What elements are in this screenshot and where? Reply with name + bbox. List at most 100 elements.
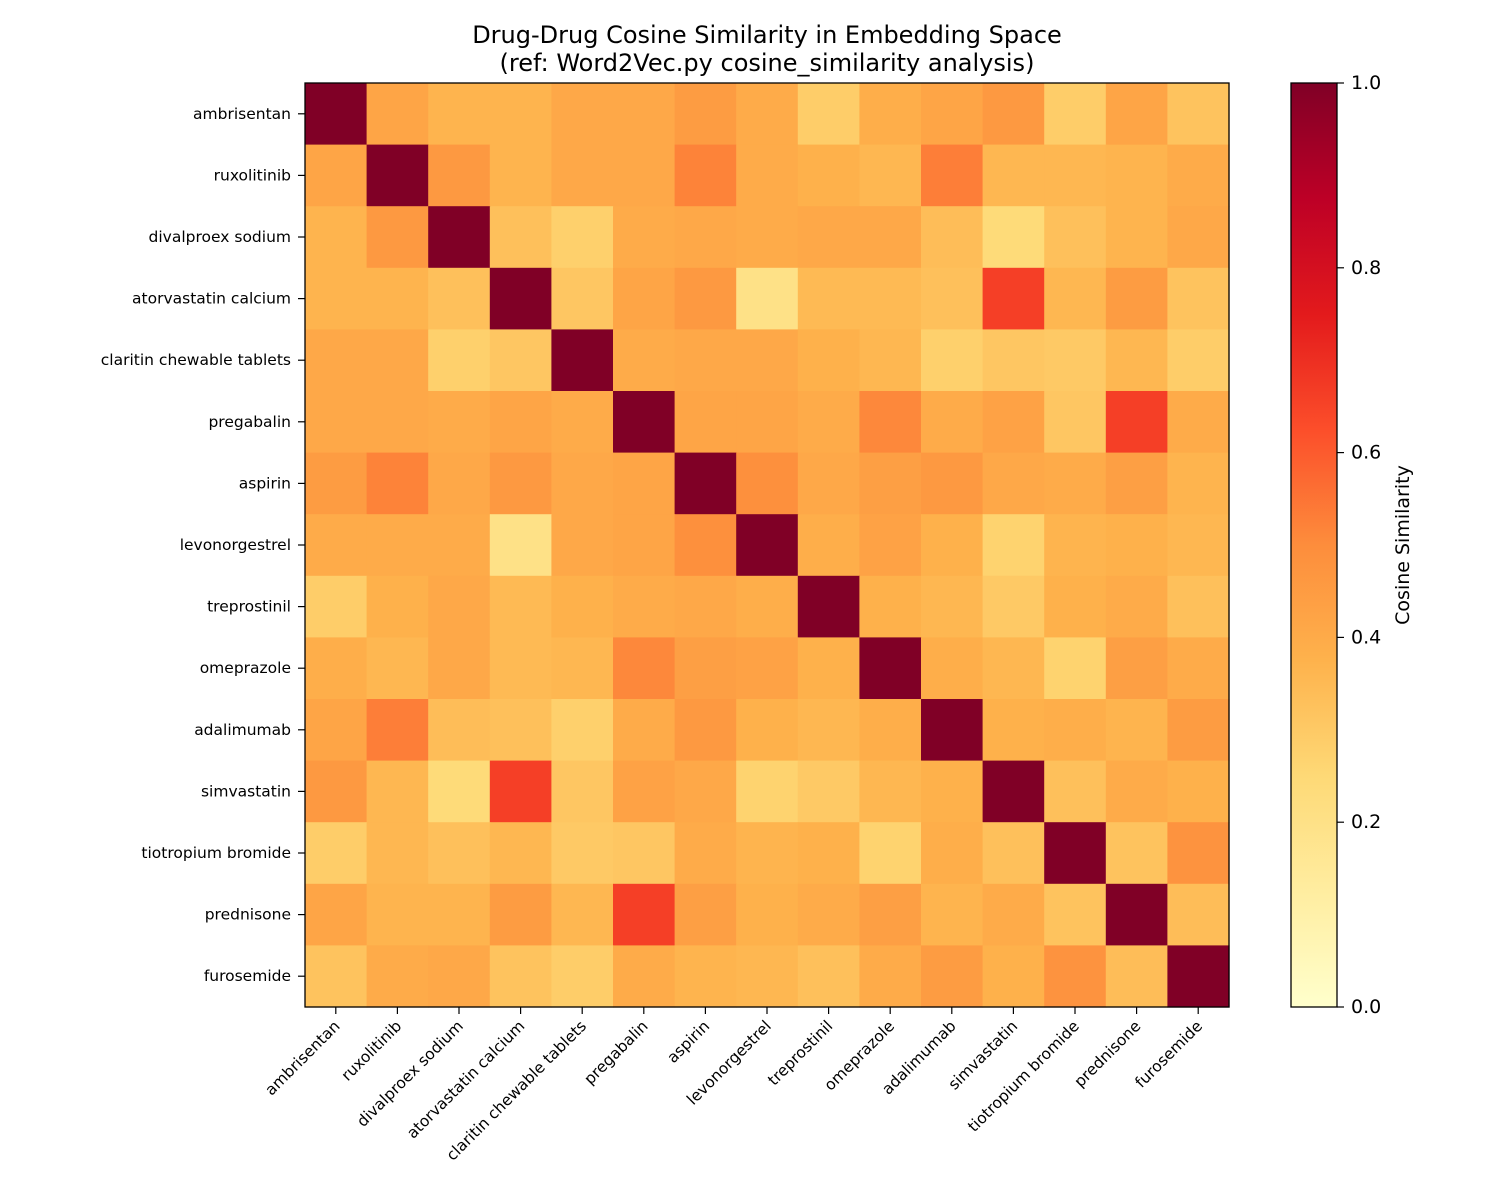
chart-subtitle: (ref: Word2Vec.py cosine_similarity anal… (500, 49, 1035, 77)
heatmap-cell (305, 452, 368, 515)
heatmap-cell (1105, 945, 1168, 1008)
heatmap-cell (428, 391, 491, 454)
heatmap-cell (1105, 883, 1168, 946)
heatmap-cell (921, 699, 984, 762)
heatmap-cell (551, 83, 614, 146)
heatmap-cell (982, 945, 1045, 1008)
heatmap-cell (489, 267, 552, 330)
heatmap-cell (613, 267, 676, 330)
heatmap-cell (921, 760, 984, 823)
heatmap-cell (1105, 514, 1168, 577)
heatmap-cell (674, 329, 737, 392)
heatmap-cell (736, 391, 799, 454)
heatmap-cell (736, 822, 799, 885)
heatmap-cell (674, 452, 737, 515)
heatmap-cell (797, 452, 860, 515)
heatmap-cell (674, 206, 737, 269)
heatmap-cell (1105, 760, 1168, 823)
row-label: omeprazole (200, 659, 291, 677)
colorbar (1290, 82, 1338, 1008)
heatmap-cell (859, 699, 922, 762)
heatmap-cell (366, 206, 429, 269)
heatmap-cell (489, 452, 552, 515)
heatmap-cell (736, 514, 799, 577)
heatmap-cell (1105, 206, 1168, 269)
heatmap-cell (674, 267, 737, 330)
heatmap-cell (1044, 206, 1107, 269)
heatmap-cell (366, 83, 429, 146)
heatmap-cell (1044, 575, 1107, 638)
column-label: aspirin (664, 1017, 714, 1067)
heatmap-cell (551, 329, 614, 392)
heatmap-cell (366, 575, 429, 638)
heatmap-cell (982, 206, 1045, 269)
row-label: divalproex sodium (149, 228, 291, 246)
heatmap-cell (797, 945, 860, 1008)
heatmap-cell (1044, 760, 1107, 823)
column-label: ruxolitinib (338, 1017, 405, 1084)
heatmap-cell (428, 575, 491, 638)
heatmap-cell (1105, 267, 1168, 330)
heatmap-cell (859, 637, 922, 700)
heatmap-cell (797, 883, 860, 946)
heatmap-cell (859, 206, 922, 269)
heatmap-cell (305, 391, 368, 454)
heatmap-cell (305, 637, 368, 700)
heatmap-cell (1105, 83, 1168, 146)
row-label: furosemide (204, 967, 291, 985)
heatmap-cell (797, 83, 860, 146)
heatmap-cell (551, 206, 614, 269)
heatmap-cell (736, 329, 799, 392)
heatmap-cell (674, 144, 737, 207)
heatmap-cell (982, 883, 1045, 946)
heatmap-cell (921, 452, 984, 515)
heatmap-cell (921, 329, 984, 392)
heatmap-cell (489, 822, 552, 885)
heatmap-cell (428, 452, 491, 515)
heatmap-cell (1044, 637, 1107, 700)
heatmap-cell (797, 514, 860, 577)
row-label: tiotropium bromide (141, 844, 291, 862)
heatmap-cell (305, 206, 368, 269)
heatmap-cell (1167, 391, 1230, 454)
heatmap-cell (1044, 329, 1107, 392)
heatmap-cell (613, 83, 676, 146)
heatmap-cell (366, 267, 429, 330)
heatmap-cell (613, 329, 676, 392)
heatmap-cell (551, 760, 614, 823)
row-label: pregabalin (208, 413, 291, 431)
row-label: ambrisentan (193, 105, 291, 123)
heatmap-cell (921, 206, 984, 269)
heatmap-cell (921, 267, 984, 330)
heatmap-cell (1167, 83, 1230, 146)
heatmap-cell (921, 637, 984, 700)
heatmap-cell (736, 452, 799, 515)
heatmap-cell (859, 945, 922, 1008)
heatmap-cell (736, 206, 799, 269)
colorbar-tick-label: 0.2 (1351, 811, 1381, 833)
heatmap-cell (797, 575, 860, 638)
heatmap-cell (736, 83, 799, 146)
heatmap-cell (797, 329, 860, 392)
heatmap-cell (1105, 699, 1168, 762)
heatmap-cell (366, 452, 429, 515)
heatmap-cell (1167, 575, 1230, 638)
heatmap-cell (428, 945, 491, 1008)
heatmap-cell (736, 945, 799, 1008)
heatmap-cell (613, 945, 676, 1008)
heatmap-cell (613, 760, 676, 823)
heatmap-cell (305, 760, 368, 823)
heatmap-cell (613, 391, 676, 454)
heatmap-cell (1044, 945, 1107, 1008)
heatmap-cell (551, 883, 614, 946)
heatmap-cell (1167, 144, 1230, 207)
heatmap-cell (1167, 329, 1230, 392)
heatmap-cell (859, 822, 922, 885)
heatmap-cell (982, 452, 1045, 515)
heatmap-cell (1167, 883, 1230, 946)
heatmap-cell (551, 945, 614, 1008)
colorbar-label: Cosine Similarity (1392, 465, 1414, 625)
chart-title: Drug-Drug Cosine Similarity in Embedding… (472, 21, 1062, 49)
